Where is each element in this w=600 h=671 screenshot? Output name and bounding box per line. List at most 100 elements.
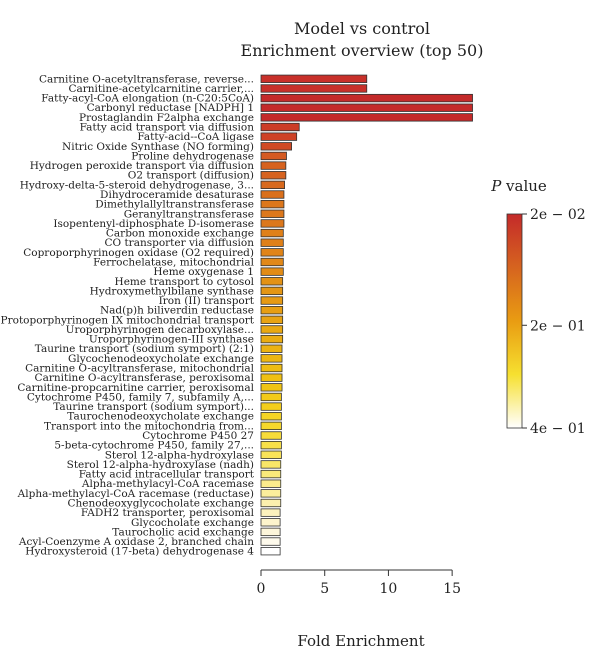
bar: [260, 489, 282, 498]
x-axis-title: Fold Enrichment: [297, 632, 424, 650]
legend: P value 2e − 02 2e − 01 4e − 01: [490, 177, 585, 437]
bar: [260, 354, 283, 363]
legend-tick-label: 4e − 01: [530, 421, 586, 437]
legend-title-prefix: P: [490, 177, 502, 195]
category-label: Geranyltranstransferase: [124, 208, 254, 220]
category-label: 5-beta-cytochrome P450, family 27,...: [54, 440, 254, 452]
category-label: Fatty acid transport via diffusion: [80, 122, 255, 134]
x-tick-label: 5: [320, 581, 329, 597]
bar: [260, 132, 298, 141]
x-ticks: 0 5 10 15: [257, 570, 461, 597]
category-label: Taurine transport (sodium symport) (2:1): [35, 343, 254, 355]
bar: [260, 479, 282, 488]
bar: [260, 84, 368, 93]
category-label: Nitric Oxide Synthase (NO forming): [62, 141, 254, 153]
category-label: Hydroxysteroid (17-beta) dehydrogenase 4: [25, 546, 254, 558]
category-label: Cytochrome P450, family 7, subfamily A,.…: [27, 391, 254, 403]
bar: [260, 412, 282, 421]
category-label: Heme oxygenase 1: [153, 266, 254, 278]
category-label: Taurine transport (sodium symport)...: [53, 401, 254, 413]
bar: [260, 306, 284, 315]
category-label: Prostaglandin F2alpha exchange: [79, 112, 254, 124]
bar: [260, 547, 281, 556]
bar: [260, 103, 473, 112]
bar: [260, 248, 284, 257]
x-tick-label: 0: [257, 581, 266, 597]
bar: [260, 267, 284, 276]
category-label: Carnitine-acetylcarnitine carrier,...: [68, 83, 254, 95]
category-label: Carbonyl reductase [NADPH] 1: [87, 102, 254, 114]
bar: [260, 527, 281, 537]
category-label: Sterol 12-alpha-hydroxylase (nadh): [67, 459, 254, 471]
bar: [260, 219, 285, 228]
category-label: Fatty-acid--CoA ligase: [137, 131, 254, 143]
bar: [260, 440, 282, 450]
bar: [260, 228, 284, 238]
bar: [260, 460, 282, 469]
bar: [260, 122, 300, 132]
legend-tick-label: 2e − 02: [530, 207, 586, 223]
category-label: Fatty acid intracellular transport: [79, 469, 255, 481]
legend-ticks: 2e − 02 2e − 01 4e − 01: [522, 207, 586, 437]
legend-title-suffix: value: [501, 177, 547, 195]
bar: [260, 238, 284, 247]
category-label: Dimethylallyltranstransferase: [95, 199, 254, 211]
bar: [260, 431, 282, 440]
bar: [260, 74, 368, 83]
category-labels: Carnitine O-acetyltransferase, reverse..…: [1, 73, 255, 557]
bar: [260, 171, 287, 180]
category-label: Taurocholic acid exchange: [112, 526, 254, 538]
bar: [260, 113, 473, 122]
bars-group: [260, 74, 473, 556]
category-label: Hydroxy-delta-5-steroid dehydrogenase, 3…: [20, 179, 254, 191]
category-label: Hydroxymethylbilane synthase: [90, 285, 254, 297]
category-label: Alpha-methylacyl-CoA racemase (reductase…: [17, 488, 254, 500]
category-label: Acyl-Coenzyme A oxidase 2, branched chai…: [18, 536, 254, 548]
bar: [260, 209, 285, 218]
bar: [260, 518, 281, 527]
category-label: Isopentenyl-diphosphate D-isomerase: [53, 218, 254, 230]
category-label: Carnitine O-acyltransferase, mitochondri…: [25, 363, 255, 375]
category-label: O2 transport (diffusion): [128, 170, 254, 182]
bar: [260, 93, 473, 103]
bar: [260, 498, 282, 508]
bar: [260, 161, 287, 170]
bar: [260, 344, 283, 353]
category-label: Iron (II) transport: [159, 295, 255, 307]
bar: [260, 190, 285, 199]
category-label: Carnitine O-acetyltransferase, reverse..…: [39, 73, 254, 85]
category-label: Dihydroceramide desaturase: [100, 189, 254, 201]
bar: [260, 402, 282, 411]
chart-title: Model vs control: [294, 19, 430, 38]
category-label: Chenodeoxyglycocholate exchange: [67, 497, 254, 509]
category-label: Transport into the mitochondria from...: [44, 420, 254, 432]
category-label: Cytochrome P450 27: [142, 430, 254, 442]
category-label: Proline dehydrogenase: [131, 150, 254, 162]
bar: [260, 142, 292, 151]
category-label: Heme transport to cytosol: [115, 276, 255, 288]
category-label: Glycocholate exchange: [131, 517, 254, 529]
bar: [260, 286, 284, 296]
category-label: Carnitine O-acyltransferase, peroxisomal: [35, 372, 255, 384]
category-label: Carnitine-propcarnitine carrier, peroxis…: [17, 382, 254, 394]
category-label: Fatty-acyl-CoA elongation (n-C20:5CoA): [41, 93, 254, 105]
bar: [260, 373, 283, 382]
bar: [260, 450, 282, 459]
bar: [260, 315, 284, 324]
category-label: Uroporphyrinogen decarboxylase...: [66, 324, 254, 336]
bar: [260, 296, 284, 305]
legend-color-bar: [506, 213, 523, 429]
category-label: Sterol 12-alpha-hydroxylase: [105, 449, 254, 461]
x-axis: 0 5 10 15: [257, 569, 461, 597]
bar: [260, 392, 282, 402]
bar: [260, 383, 283, 392]
category-label: CO transporter via diffusion: [104, 237, 254, 249]
category-label: Taurochenodeoxycholate exchange: [67, 411, 254, 423]
category-label: Uroporphyrinogen-III synthase: [89, 334, 254, 346]
bar: [260, 537, 281, 546]
category-label: FADH2 transporter, peroxisomal: [81, 507, 255, 519]
bar: [260, 277, 284, 286]
category-label: Glycochenodeoxycholate exchange: [68, 353, 254, 365]
